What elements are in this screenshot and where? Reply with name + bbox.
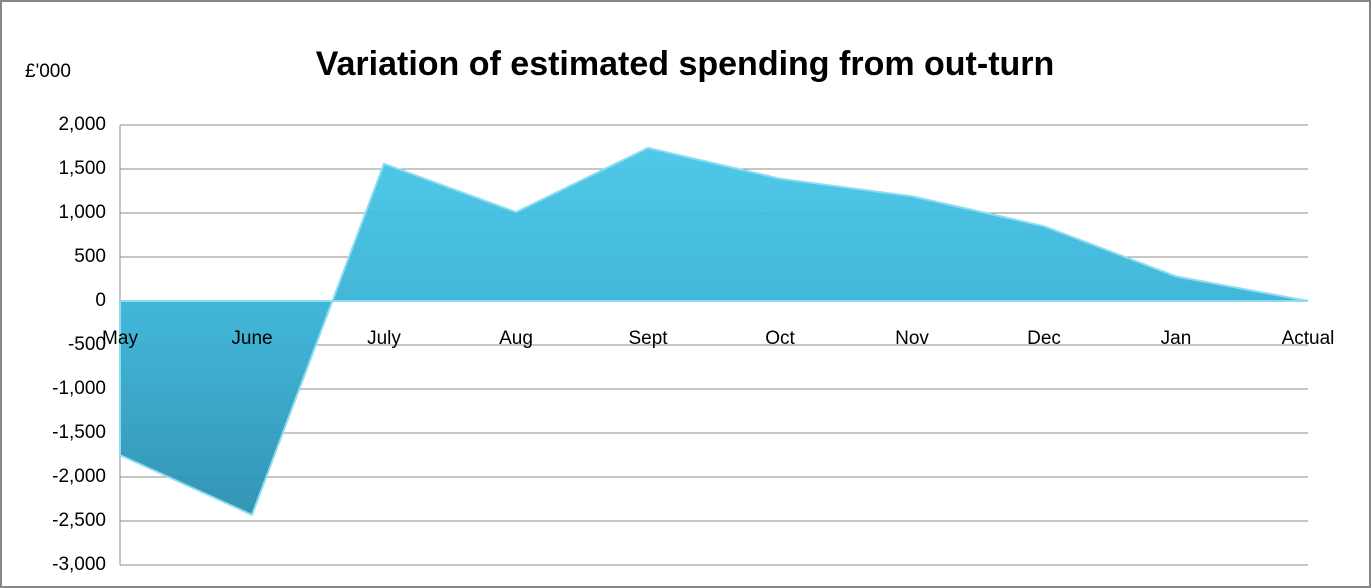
chart-title: Variation of estimated spending from out… bbox=[316, 45, 1055, 83]
y-tick-label: -2,000 bbox=[52, 466, 106, 487]
y-tick-label: 500 bbox=[74, 246, 106, 267]
x-tick-label: July bbox=[367, 328, 401, 349]
x-tick-label: Sept bbox=[628, 328, 668, 349]
y-tick-label: 0 bbox=[95, 290, 106, 311]
y-axis-label: £'000 bbox=[25, 61, 71, 82]
y-tick-label: 1,000 bbox=[58, 202, 106, 223]
x-tick-label: Aug bbox=[499, 328, 533, 349]
y-tick-label: -3,000 bbox=[52, 554, 106, 575]
x-tick-label: Actual bbox=[1282, 328, 1335, 349]
y-tick-label: -500 bbox=[68, 334, 106, 355]
x-tick-label: Jan bbox=[1161, 328, 1192, 349]
x-tick-label: Oct bbox=[765, 328, 795, 349]
y-tick-label: -1,500 bbox=[52, 422, 106, 443]
x-tick-label: Dec bbox=[1027, 328, 1061, 349]
x-tick-label: Nov bbox=[895, 328, 929, 349]
y-tick-label: 2,000 bbox=[58, 114, 106, 135]
y-tick-label: -2,500 bbox=[52, 510, 106, 531]
x-tick-label: June bbox=[231, 328, 272, 349]
y-tick-label: 1,500 bbox=[58, 158, 106, 179]
y-tick-label: -1,000 bbox=[52, 378, 106, 399]
x-tick-label: May bbox=[102, 328, 138, 349]
area bbox=[119, 146, 1309, 517]
